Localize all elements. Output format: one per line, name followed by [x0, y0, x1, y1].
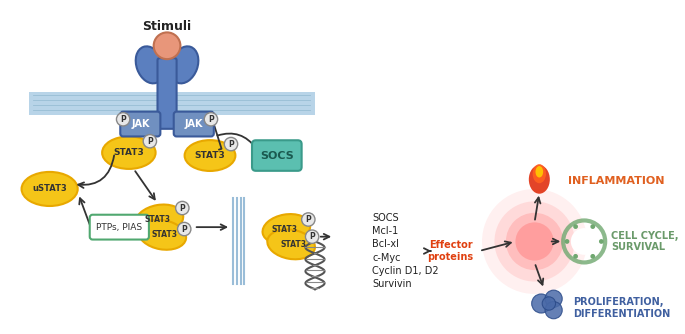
- Circle shape: [204, 113, 218, 126]
- Text: P: P: [147, 137, 153, 146]
- FancyBboxPatch shape: [90, 215, 149, 239]
- Ellipse shape: [138, 220, 186, 250]
- Text: P: P: [306, 215, 311, 224]
- Text: INFLAMMATION: INFLAMMATION: [568, 176, 664, 186]
- Ellipse shape: [136, 204, 183, 234]
- Text: P: P: [228, 140, 234, 149]
- Text: STAT3: STAT3: [145, 215, 171, 224]
- Text: CELL CYCLE,
SURVIVAL: CELL CYCLE, SURVIVAL: [611, 231, 678, 252]
- Text: PTPs, PIAS: PTPs, PIAS: [97, 223, 142, 232]
- Text: Cyclin D1, D2: Cyclin D1, D2: [372, 266, 439, 276]
- Ellipse shape: [262, 214, 310, 244]
- Ellipse shape: [533, 164, 546, 183]
- Ellipse shape: [536, 166, 543, 177]
- Circle shape: [543, 297, 556, 310]
- Ellipse shape: [21, 172, 77, 206]
- Text: STAT3: STAT3: [151, 230, 177, 239]
- Text: P: P: [182, 224, 187, 233]
- Circle shape: [573, 224, 578, 229]
- Circle shape: [590, 224, 595, 229]
- Circle shape: [175, 201, 189, 215]
- FancyBboxPatch shape: [158, 58, 177, 129]
- Ellipse shape: [185, 140, 236, 171]
- Text: uSTAT3: uSTAT3: [32, 184, 67, 193]
- Ellipse shape: [102, 137, 155, 169]
- Text: STAT3: STAT3: [195, 151, 225, 160]
- Circle shape: [143, 135, 157, 148]
- Text: STAT3: STAT3: [271, 224, 297, 233]
- FancyBboxPatch shape: [174, 112, 214, 137]
- Circle shape: [573, 254, 578, 259]
- Text: P: P: [179, 203, 185, 212]
- Text: STAT3: STAT3: [280, 240, 306, 249]
- Circle shape: [564, 239, 569, 244]
- Circle shape: [177, 222, 191, 236]
- Text: Stimuli: Stimuli: [142, 20, 192, 33]
- Text: SOCS: SOCS: [260, 151, 294, 161]
- Circle shape: [495, 201, 575, 282]
- Circle shape: [224, 137, 238, 151]
- Text: SOCS: SOCS: [372, 212, 399, 222]
- Text: P: P: [208, 115, 214, 124]
- Ellipse shape: [529, 165, 550, 194]
- Text: P: P: [309, 232, 315, 241]
- Circle shape: [153, 32, 180, 59]
- Text: Bcl-xl: Bcl-xl: [372, 239, 399, 249]
- Ellipse shape: [267, 229, 315, 259]
- Text: P: P: [121, 115, 126, 124]
- Circle shape: [482, 189, 587, 294]
- Circle shape: [545, 302, 562, 319]
- Circle shape: [599, 239, 603, 244]
- Circle shape: [571, 228, 597, 255]
- Text: Mcl-1: Mcl-1: [372, 226, 399, 236]
- Circle shape: [532, 294, 551, 313]
- Text: Survivin: Survivin: [372, 280, 412, 289]
- Ellipse shape: [136, 46, 164, 84]
- Ellipse shape: [170, 46, 199, 84]
- Circle shape: [506, 213, 563, 270]
- Text: PROLIFERATION,
DIFFERENTIATION: PROLIFERATION, DIFFERENTIATION: [573, 298, 670, 319]
- Circle shape: [306, 230, 319, 243]
- FancyBboxPatch shape: [121, 112, 160, 137]
- Text: JAK: JAK: [131, 119, 149, 129]
- Text: STAT3: STAT3: [114, 148, 145, 157]
- Text: Effector
proteins: Effector proteins: [427, 240, 473, 262]
- FancyBboxPatch shape: [29, 92, 315, 115]
- FancyBboxPatch shape: [252, 140, 301, 171]
- Circle shape: [116, 113, 130, 126]
- Circle shape: [301, 213, 315, 226]
- Circle shape: [545, 290, 562, 307]
- Circle shape: [590, 254, 595, 259]
- Text: c-Myc: c-Myc: [372, 253, 401, 263]
- Circle shape: [515, 222, 553, 261]
- Text: JAK: JAK: [184, 119, 203, 129]
